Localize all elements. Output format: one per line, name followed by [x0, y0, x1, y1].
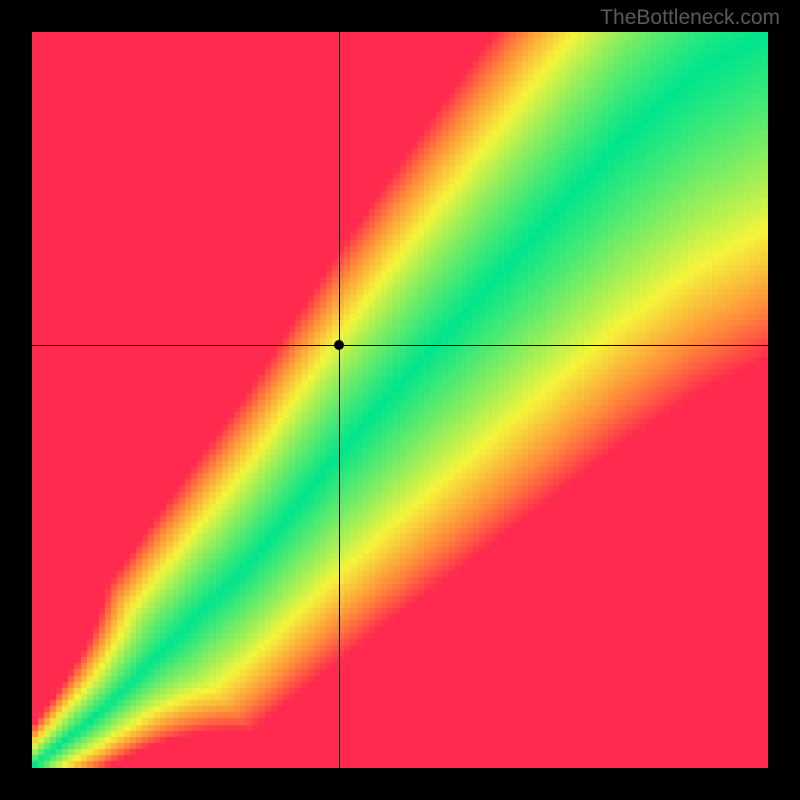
heatmap-plot: [32, 32, 768, 768]
watermark-text: TheBottleneck.com: [600, 6, 780, 30]
crosshair-horizontal: [32, 345, 768, 346]
crosshair-marker: [334, 340, 344, 350]
heatmap-canvas: [32, 32, 768, 768]
crosshair-vertical: [339, 32, 340, 768]
